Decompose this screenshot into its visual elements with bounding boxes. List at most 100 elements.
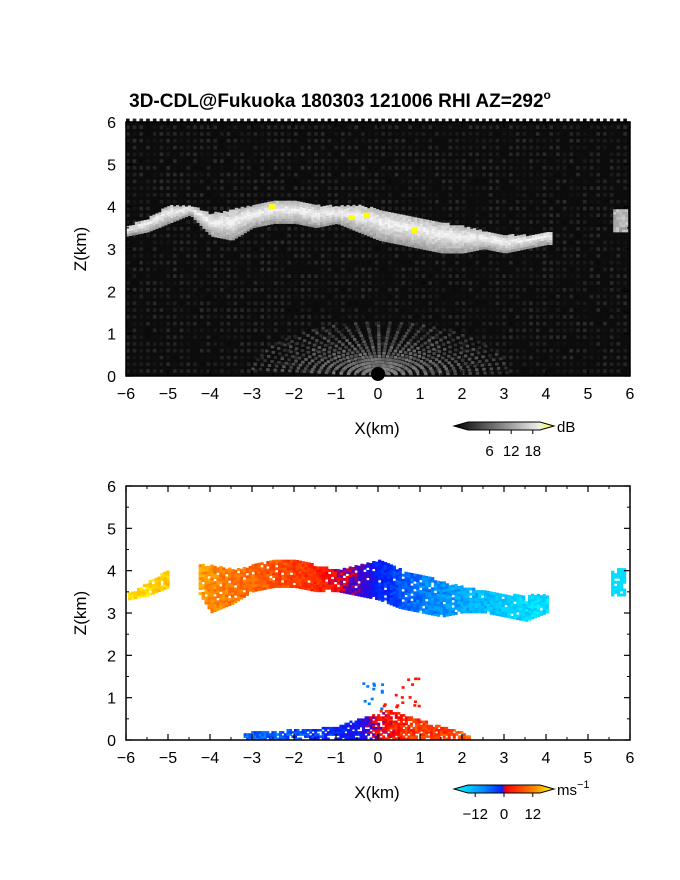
noise-cell bbox=[468, 179, 473, 184]
noise-cell bbox=[394, 138, 399, 143]
noise-cell bbox=[462, 315, 466, 319]
noise-cell bbox=[549, 260, 553, 265]
noise-cell bbox=[179, 267, 184, 272]
noise-cell bbox=[193, 247, 197, 251]
clutter-cell bbox=[480, 363, 484, 367]
cloud-cell bbox=[252, 222, 256, 226]
noise-cell bbox=[166, 138, 170, 143]
clutter-cell bbox=[310, 359, 315, 363]
clutter-cell bbox=[347, 359, 351, 363]
cloud-cell bbox=[246, 223, 250, 227]
cloud-cell bbox=[613, 229, 617, 233]
noise-cell bbox=[193, 138, 197, 143]
cloud-cell bbox=[134, 229, 139, 233]
noise-cell bbox=[199, 247, 204, 251]
clutter-cell bbox=[444, 358, 448, 362]
noise-cell bbox=[589, 274, 594, 278]
noise-cell bbox=[320, 233, 325, 238]
cloud-cell bbox=[434, 249, 438, 253]
noise-cell bbox=[455, 301, 459, 306]
clutter-cell bbox=[371, 364, 375, 368]
clutter-cell bbox=[431, 370, 435, 374]
clutter-cell bbox=[399, 340, 403, 344]
noise-cell bbox=[556, 342, 560, 346]
cloud-cell bbox=[325, 207, 330, 211]
noise-cell bbox=[294, 179, 298, 184]
noise-cell bbox=[220, 247, 224, 251]
cloud-cell bbox=[499, 249, 503, 253]
noise-cell bbox=[374, 199, 379, 204]
clutter-cell bbox=[369, 364, 373, 368]
noise-cell bbox=[616, 308, 621, 312]
cloud-cell bbox=[372, 225, 377, 229]
cloud-cell bbox=[126, 233, 130, 237]
noise-cell bbox=[226, 294, 231, 299]
noise-cell bbox=[623, 321, 627, 326]
cloud-cell bbox=[422, 221, 427, 225]
noise-cell bbox=[186, 260, 191, 265]
noise-cell bbox=[509, 220, 513, 224]
cloud-cell bbox=[417, 225, 421, 229]
cloud-cell bbox=[458, 250, 462, 254]
cloud-cell bbox=[302, 220, 306, 224]
noise-cell bbox=[435, 172, 439, 177]
velocity-cell bbox=[154, 580, 158, 584]
cloud-cell bbox=[243, 210, 247, 213]
cloud-cell bbox=[381, 218, 385, 222]
velocity-cell bbox=[145, 593, 150, 597]
noise-cell bbox=[576, 355, 580, 360]
cloud-cell bbox=[234, 235, 238, 239]
cloud-cell bbox=[458, 235, 462, 239]
noise-cell bbox=[152, 125, 157, 129]
noise-cell bbox=[596, 247, 600, 251]
cloud-cell bbox=[508, 249, 512, 253]
noise-cell bbox=[535, 152, 540, 157]
clutter-cell bbox=[427, 350, 431, 354]
clutter-cell bbox=[416, 371, 420, 375]
velocity-cell bbox=[210, 584, 214, 588]
noise-cell bbox=[616, 145, 621, 150]
noise-cell bbox=[152, 152, 157, 157]
cloud-cell bbox=[240, 221, 244, 225]
cloud-cell bbox=[420, 238, 424, 242]
clutter-cell bbox=[483, 371, 487, 375]
clutter-cell bbox=[333, 356, 337, 360]
noise-cell bbox=[462, 274, 466, 278]
noise-cell bbox=[401, 328, 406, 333]
noise-cell bbox=[226, 247, 231, 251]
cloud-cell bbox=[367, 225, 371, 229]
clutter-cell bbox=[422, 348, 426, 352]
noise-cell bbox=[502, 226, 506, 231]
cloud-cell bbox=[220, 225, 224, 229]
noise-cell bbox=[549, 125, 553, 129]
noise-cell bbox=[294, 315, 298, 319]
cloud-cell bbox=[299, 222, 303, 225]
noise-cell bbox=[334, 240, 338, 245]
cloud-cell bbox=[408, 236, 412, 240]
cloud-cell bbox=[370, 222, 374, 225]
noise-cell bbox=[307, 118, 312, 123]
noise-cell bbox=[414, 118, 419, 123]
velocity-cell bbox=[201, 574, 205, 577]
noise-cell bbox=[367, 132, 372, 136]
noise-cell bbox=[381, 287, 385, 292]
noise-cell bbox=[515, 342, 520, 346]
noise-cell bbox=[589, 145, 594, 150]
noise-cell bbox=[132, 145, 137, 150]
noise-cell bbox=[294, 152, 298, 157]
noise-cell bbox=[421, 294, 426, 299]
noise-cell bbox=[226, 152, 231, 157]
noise-cell bbox=[314, 287, 318, 292]
clutter-cell bbox=[367, 352, 372, 355]
noise-cell bbox=[260, 240, 264, 245]
noise-cell bbox=[334, 152, 338, 157]
cloud-cell bbox=[149, 223, 153, 227]
cloud-cell bbox=[402, 230, 406, 234]
noise-cell bbox=[589, 240, 594, 245]
velocity-cell bbox=[204, 588, 208, 592]
cloud-cell bbox=[390, 235, 394, 239]
clutter-cell bbox=[470, 353, 474, 356]
cloud-cell bbox=[240, 227, 244, 230]
clutter-cell bbox=[363, 358, 368, 362]
clutter-cell bbox=[363, 343, 368, 346]
